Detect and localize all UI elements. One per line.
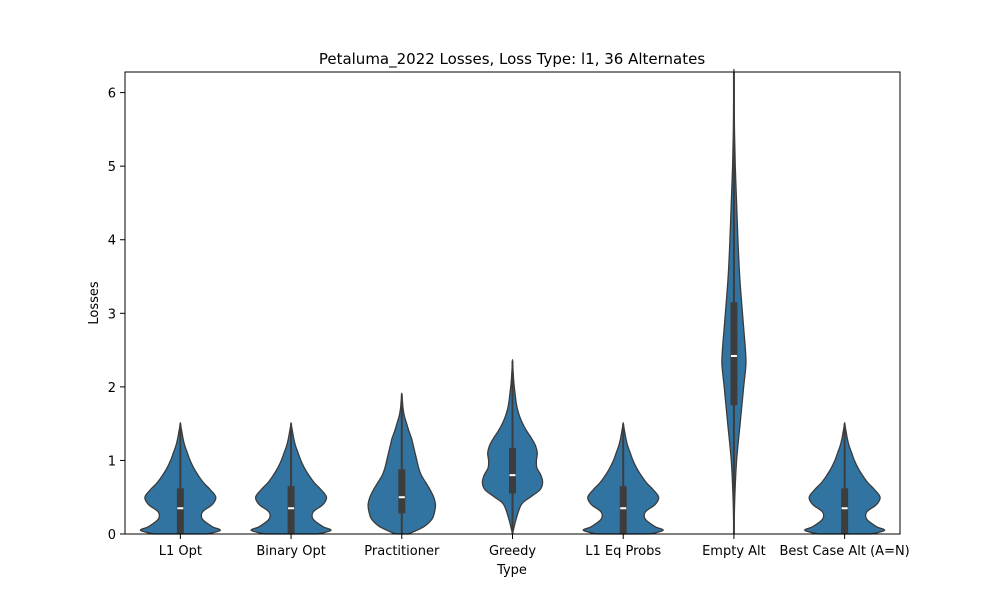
violin-iqr-box bbox=[619, 486, 627, 534]
y-axis-label: Losses bbox=[87, 281, 102, 325]
x-tick-label: Empty Alt bbox=[702, 544, 766, 559]
y-tick-label: 0 bbox=[108, 528, 116, 543]
y-tick-label: 1 bbox=[108, 454, 116, 469]
x-tick-label: Greedy bbox=[489, 544, 536, 559]
violin-group bbox=[250, 422, 332, 535]
y-tick-label: 3 bbox=[108, 307, 116, 322]
y-tick-label: 4 bbox=[108, 234, 116, 249]
violin-iqr-box bbox=[287, 486, 295, 534]
x-tick-label: L1 Eq Probs bbox=[585, 544, 661, 559]
violin-iqr-box bbox=[509, 447, 516, 494]
plot-frame bbox=[124, 71, 901, 535]
violin-group bbox=[367, 392, 437, 535]
violin-iqr-box bbox=[841, 488, 849, 534]
y-tick-label: 6 bbox=[108, 87, 116, 102]
x-tick-label: Practitioner bbox=[364, 544, 440, 559]
x-axis-label: Type bbox=[496, 563, 527, 578]
violin-iqr-box bbox=[176, 488, 184, 534]
x-tick-label: L1 Opt bbox=[159, 544, 202, 559]
chart-title: Petaluma_2022 Losses, Loss Type: l1, 36 … bbox=[319, 50, 706, 69]
x-tick-label: Best Case Alt (A=N) bbox=[780, 544, 910, 559]
x-axis: L1 Opt Binary Opt Practitioner Greedy L1 Eq … bbox=[159, 534, 910, 559]
violin-iqr-box bbox=[730, 302, 738, 406]
x-tick-label: Binary Opt bbox=[256, 544, 326, 559]
violin-group bbox=[804, 422, 886, 535]
violin-group bbox=[582, 422, 664, 535]
violins-layer bbox=[139, 68, 886, 535]
violin-group bbox=[721, 68, 747, 535]
violin-iqr-box bbox=[398, 469, 406, 514]
violin-group bbox=[139, 422, 221, 535]
y-axis: 0 1 2 3 4 5 6 bbox=[108, 87, 125, 543]
violin-group bbox=[481, 359, 544, 535]
y-tick-label: 5 bbox=[108, 160, 116, 175]
y-tick-label: 2 bbox=[108, 381, 116, 396]
